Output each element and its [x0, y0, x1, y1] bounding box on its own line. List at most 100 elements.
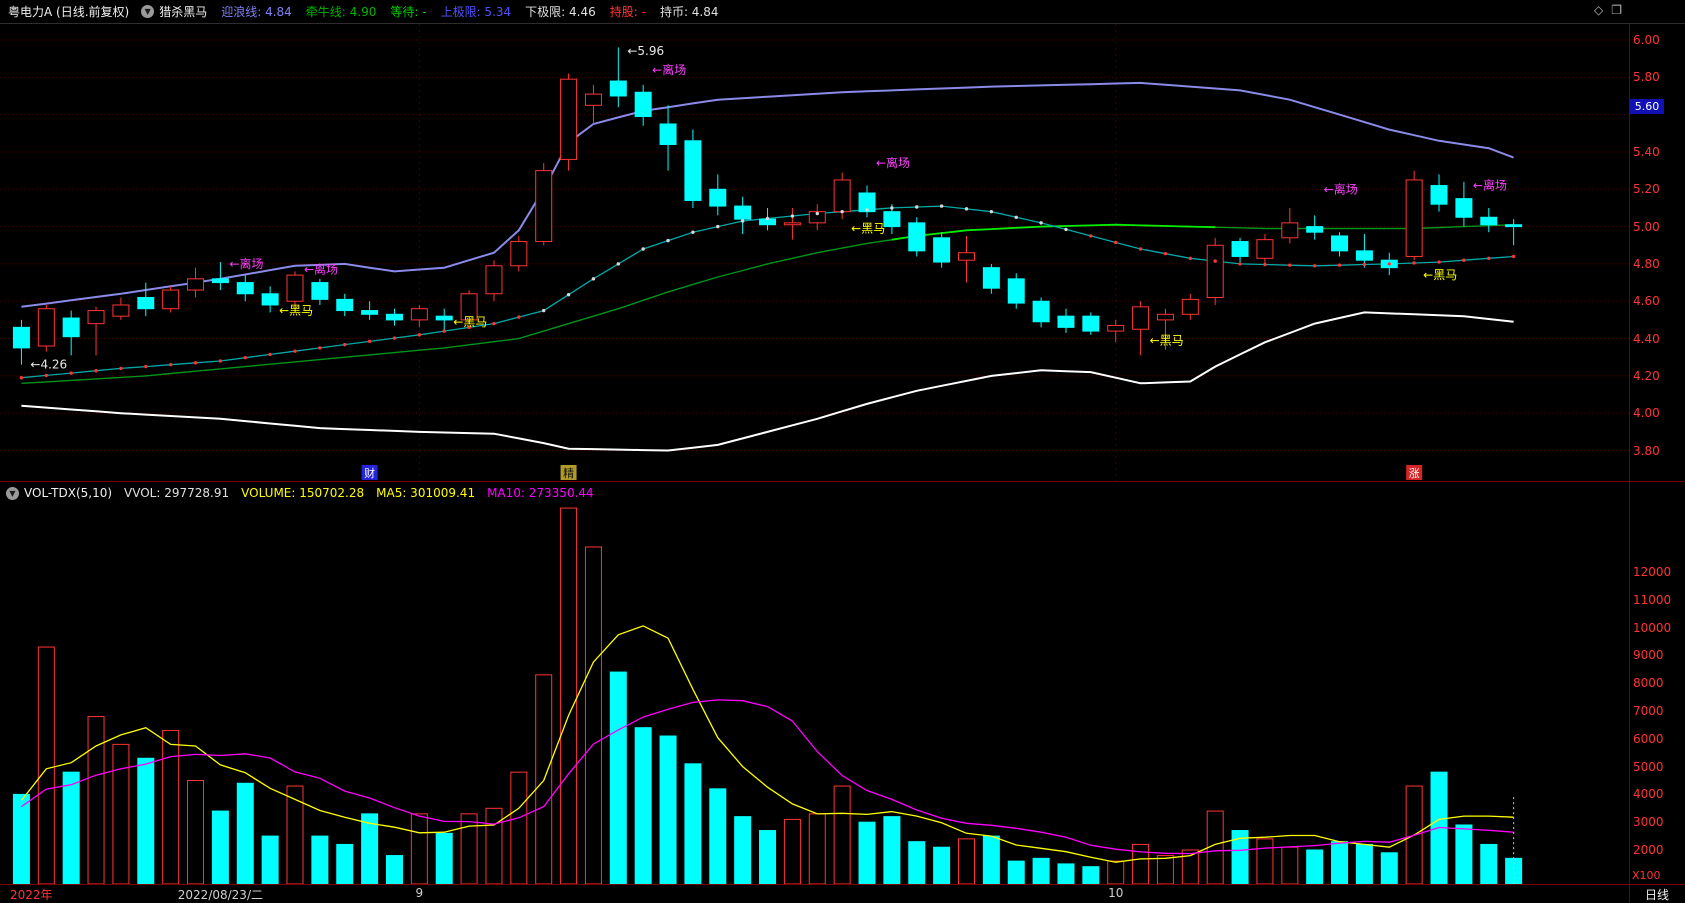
volume-bar[interactable] — [37, 646, 55, 884]
volume-bar[interactable] — [187, 780, 205, 885]
volume-bar[interactable] — [1181, 849, 1199, 884]
volume-bar[interactable] — [510, 771, 528, 884]
volume-bar[interactable] — [336, 843, 354, 884]
candle[interactable] — [808, 204, 826, 231]
candle[interactable] — [634, 84, 652, 126]
volume-bar[interactable] — [62, 771, 80, 884]
volume-bar[interactable] — [12, 793, 30, 884]
candle[interactable] — [1007, 273, 1025, 309]
volume-bar[interactable] — [1405, 785, 1423, 884]
candle[interactable] — [1306, 215, 1324, 240]
candle[interactable] — [709, 174, 727, 216]
volume-bar[interactable] — [634, 727, 652, 884]
diamond-icon[interactable]: ◇ — [1594, 3, 1604, 17]
volume-bar[interactable] — [759, 830, 777, 884]
candle[interactable] — [286, 271, 304, 309]
volume-bar[interactable] — [1032, 857, 1050, 884]
volume-bar[interactable] — [560, 507, 578, 884]
volume-bar[interactable] — [137, 757, 155, 884]
candle[interactable] — [1331, 232, 1349, 257]
volume-bar[interactable] — [908, 841, 926, 884]
period-label[interactable]: 日线 — [1645, 888, 1670, 902]
volume-bar[interactable] — [858, 821, 876, 884]
volume-bar[interactable] — [1355, 843, 1373, 884]
marker-chip[interactable] — [361, 465, 378, 480]
candle[interactable] — [858, 185, 876, 218]
volume-bar[interactable] — [1480, 843, 1498, 884]
candle[interactable] — [37, 304, 55, 352]
volume-bar[interactable] — [460, 813, 478, 884]
volume-collapse-icon[interactable]: ▼ — [6, 486, 19, 500]
volume-bar[interactable] — [808, 813, 826, 884]
candle[interactable] — [236, 275, 254, 302]
candle[interactable] — [1206, 237, 1224, 305]
candle[interactable] — [659, 105, 677, 171]
candle[interactable] — [162, 286, 180, 313]
candle[interactable] — [385, 308, 403, 326]
candle[interactable] — [62, 310, 80, 356]
indicator-collapse-icon[interactable]: ▼ — [141, 5, 155, 18]
candle[interactable] — [12, 319, 30, 365]
candle[interactable] — [1430, 174, 1448, 212]
volume-bar[interactable] — [535, 674, 553, 884]
volume-bar[interactable] — [261, 835, 279, 884]
volume-bar[interactable] — [435, 832, 453, 884]
main-candlestick-chart[interactable]: ←4.26 ←离场 ←离场 ←黑马 ←黑马 ←5.96 ←离场 ←离场 ←黑马 ←黑马 ←离场 ←黑马… — [0, 24, 1629, 481]
volume-bar[interactable] — [1256, 838, 1274, 884]
date-label[interactable]: 10 — [1108, 886, 1124, 900]
candle[interactable] — [112, 297, 130, 320]
candle[interactable] — [435, 308, 453, 332]
candle[interactable] — [609, 47, 627, 108]
volume-bar[interactable] — [112, 743, 130, 884]
volume-bar[interactable] — [385, 855, 403, 884]
volume-bar[interactable] — [1380, 852, 1398, 884]
volume-bar[interactable] — [311, 835, 329, 884]
maximize-icon[interactable]: ❐ — [1611, 3, 1622, 17]
volume-bar[interactable] — [933, 846, 951, 884]
candle[interactable] — [211, 262, 229, 291]
candle[interactable] — [1455, 181, 1473, 227]
marker-chip[interactable] — [1406, 465, 1423, 480]
volume-bar[interactable] — [236, 782, 254, 884]
candle[interactable] — [1480, 207, 1498, 233]
volume-bar[interactable] — [1331, 841, 1349, 884]
candle[interactable] — [137, 282, 155, 317]
volume-indicator-name[interactable]: VOL-TDX(5,10) — [24, 486, 113, 500]
candle[interactable] — [957, 235, 975, 283]
candle[interactable] — [1156, 308, 1174, 350]
volume-bar[interactable] — [1107, 860, 1125, 884]
candle[interactable] — [535, 163, 553, 246]
candle[interactable] — [1032, 297, 1050, 328]
candle[interactable] — [510, 235, 528, 272]
candle[interactable] — [933, 232, 951, 268]
volume-bar[interactable] — [982, 835, 1000, 884]
volume-bar[interactable] — [833, 785, 851, 884]
volume-bar[interactable] — [1082, 866, 1100, 884]
volume-bar[interactable] — [410, 813, 428, 884]
timeline-bar[interactable]: 2022年 2022/08/23/二 9 10 日线 — [0, 885, 1685, 903]
volume-bar[interactable] — [584, 546, 602, 884]
candle[interactable] — [361, 301, 379, 320]
candle[interactable] — [560, 73, 578, 171]
candle[interactable] — [1181, 293, 1199, 320]
indicator-name[interactable]: 猎杀黑马 — [159, 5, 208, 19]
volume-bar[interactable] — [1132, 843, 1150, 884]
volume-bar[interactable] — [659, 735, 677, 884]
volume-bar[interactable] — [1007, 860, 1025, 884]
volume-bar[interactable] — [957, 838, 975, 884]
volume-bar[interactable] — [1231, 830, 1249, 884]
candle[interactable] — [336, 293, 354, 317]
volume-bar[interactable] — [1306, 849, 1324, 884]
date-label[interactable]: 9 — [415, 886, 424, 900]
volume-bar[interactable] — [1281, 846, 1299, 884]
volume-bar[interactable] — [734, 816, 752, 884]
candle[interactable] — [1231, 237, 1249, 263]
marker-chip[interactable] — [560, 465, 577, 480]
candle[interactable] — [485, 260, 503, 302]
volume-bar[interactable] — [1057, 863, 1075, 884]
candle[interactable] — [584, 84, 602, 124]
candle[interactable] — [1057, 308, 1075, 333]
volume-bar[interactable] — [709, 788, 727, 884]
volume-bar[interactable] — [211, 810, 229, 884]
date-label[interactable]: 2022年 — [10, 888, 53, 902]
